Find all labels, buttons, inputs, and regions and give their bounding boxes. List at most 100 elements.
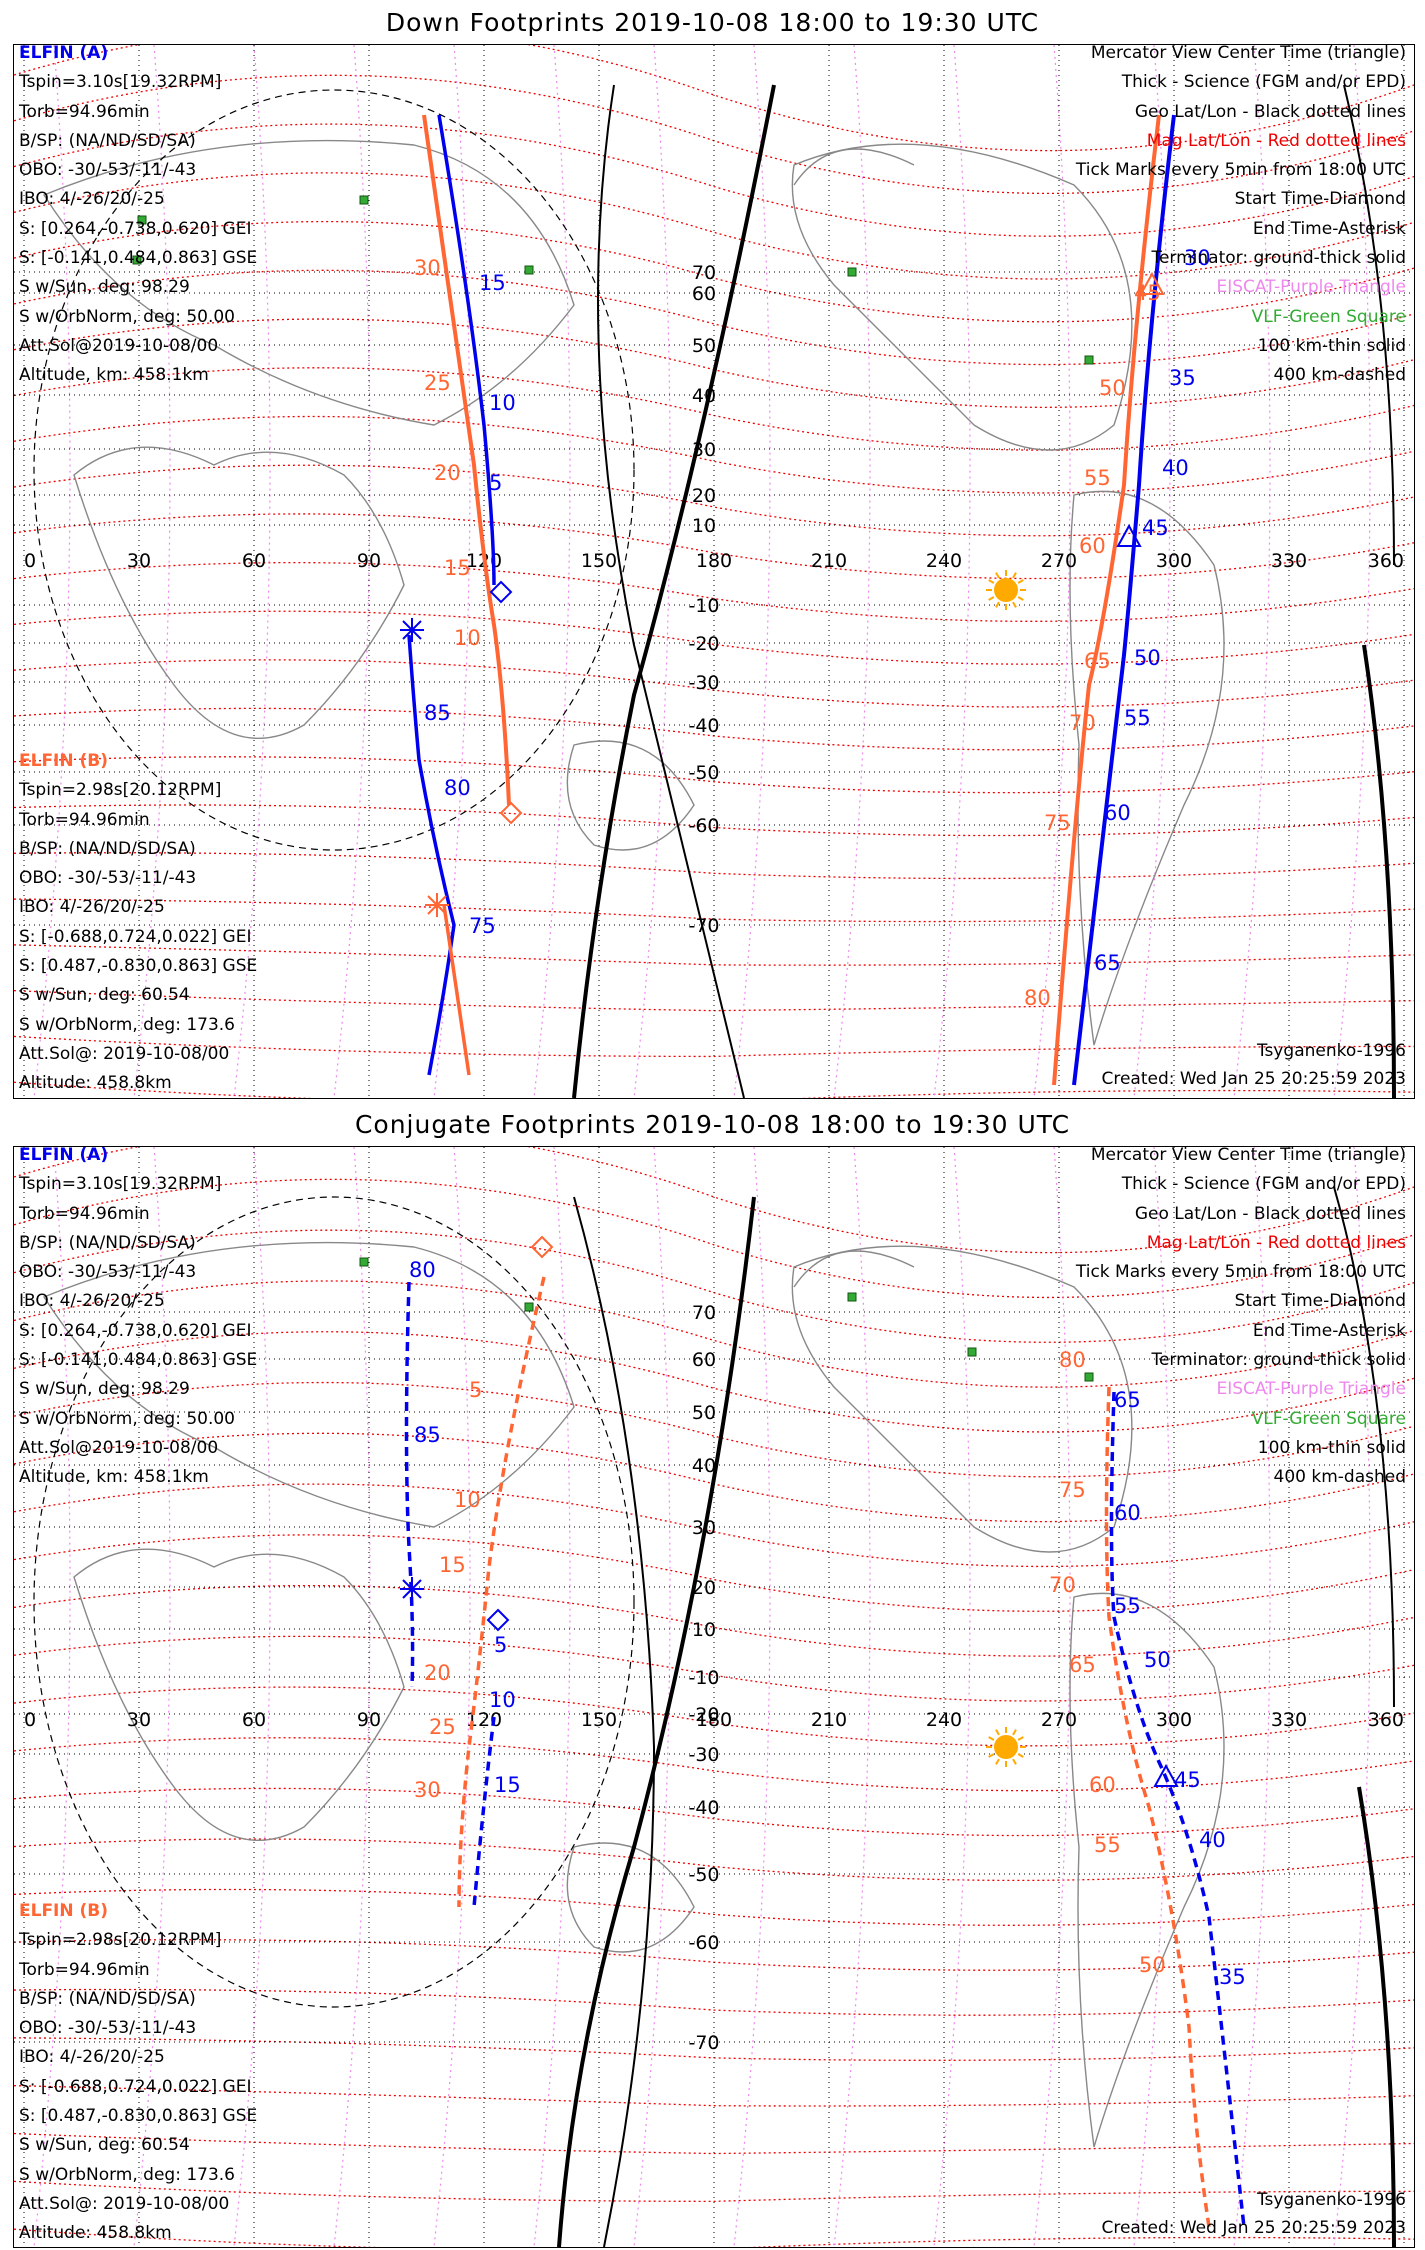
mag-lat-line	[14, 1737, 1414, 1792]
elfin-a-footprint-track	[437, 114, 496, 586]
track-time-tick-label: 35	[1219, 1965, 1246, 1989]
legend-item: Mercator View Center Time (triangle)	[1090, 1146, 1406, 1165]
mag-lon-line	[1333, 1147, 1371, 2247]
lon-tick-label: 330	[1271, 550, 1307, 572]
legend-item: Start Time-Diamond	[1234, 1291, 1406, 1312]
legend-item: 100 km-thin solid	[1257, 1437, 1406, 1458]
start-diamond	[489, 580, 513, 604]
mag-lon-line	[33, 1147, 71, 2247]
map-legend: Mercator View Center Time (triangle) Thi…	[1076, 44, 1406, 391]
elfin-b-footprint-track	[442, 904, 471, 1076]
info-line: S w/OrbNorm, deg: 50.00	[19, 306, 236, 327]
asterisk-stroke	[402, 1579, 422, 1599]
info-line: Torb=94.96min	[19, 101, 150, 122]
info-line: S w/Sun, deg: 98.29	[19, 1379, 190, 1400]
info-line: IBO: 4/-26/20/-25	[19, 897, 165, 918]
mag-lon-line	[433, 1147, 471, 2247]
elfin-a-footprint-track	[404, 1281, 415, 1688]
vlf-square	[1084, 355, 1094, 365]
lon-tick-label: 0	[24, 550, 36, 572]
lon-tick-label: 210	[811, 1709, 847, 1731]
info-line: Tspin=3.10s[19.32RPM]	[19, 72, 222, 93]
sun-ray	[1012, 1729, 1017, 1736]
info-line: B/SP: (NA/ND/SD/SA)	[19, 1988, 196, 2009]
coastline	[793, 148, 915, 186]
terminator-line	[572, 84, 776, 1098]
vlf-square	[359, 1257, 369, 1267]
lat-tick-label: -40	[688, 715, 719, 737]
coastline	[566, 740, 695, 851]
lat-tick-label: 60	[692, 283, 716, 305]
lat-tick-label: -30	[688, 1744, 719, 1766]
elfin-b-footprint-track	[457, 1276, 546, 1908]
track-time-tick-label: 75	[1044, 811, 1071, 835]
mag-lat-line	[14, 1686, 1414, 1747]
lat-tick-label: 20	[692, 1577, 716, 1599]
legend-item: Thick - Science (FGM and/or EPD)	[1121, 1174, 1406, 1195]
info-line: Altitude: 458.8km	[19, 1073, 172, 1094]
sun-disc	[994, 1735, 1018, 1759]
track-time-tick-label: 20	[424, 1661, 451, 1685]
mag-lon-line	[533, 45, 571, 1098]
legend-item: Start Time-Diamond	[1234, 189, 1406, 210]
info-line: S: [-0.688,0.724,0.022] GEI	[19, 2076, 252, 2097]
track-time-tick-label: 15	[479, 271, 506, 295]
legend-item: Mag Lat/Lon - Red dotted lines	[1146, 1232, 1406, 1253]
legend-item: 400 km-dashed	[1273, 1467, 1406, 1488]
created-timestamp: Created: Wed Jan 25 20:25:59 2023	[1101, 1069, 1406, 1089]
lon-tick-label: 270	[1041, 550, 1077, 572]
track-time-tick-label: 65	[1094, 951, 1121, 975]
lat-tick-label: -60	[688, 1932, 719, 1954]
legend-item: Tick Marks every 5min from 18:00 UTC	[1075, 1262, 1406, 1283]
mag-lat-line	[14, 415, 1414, 494]
lon-tick-label: 300	[1156, 1709, 1192, 1731]
mag-lat-line	[14, 561, 1414, 622]
lat-tick-label: 30	[692, 1517, 716, 1539]
sun-ray	[1017, 1753, 1024, 1758]
lon-tick-label: 210	[811, 550, 847, 572]
track-time-tick-label: 25	[424, 371, 451, 395]
info-line: OBO: -30/-53/-11/-43	[19, 2018, 197, 2039]
track-time-tick-label: 80	[444, 776, 471, 800]
track-time-tick-label: 10	[454, 626, 481, 650]
model-label: Tsyganenko-1996	[1256, 1041, 1406, 1061]
track-time-tick-label: 50	[1099, 376, 1126, 400]
info-line: Tspin=2.98s[20.12RPM]	[19, 780, 222, 801]
track-time-tick-label: 55	[1094, 1833, 1121, 1857]
lon-tick-label: 0	[24, 1709, 36, 1731]
terminator-line	[1362, 644, 1396, 1098]
lat-tick-label: -50	[688, 1864, 719, 1886]
info-line: Torb=94.96min	[19, 1959, 150, 1980]
mag-lon-line	[833, 1147, 871, 2247]
lon-tick-label: 150	[581, 550, 617, 572]
track-time-tick-label: 60	[1089, 1773, 1116, 1797]
track-time-tick-label: 65	[1069, 1653, 1096, 1677]
mag-lat-line	[14, 1988, 1414, 2016]
legend-item: VLF-Green Square	[1251, 306, 1406, 327]
lon-tick-label: 30	[127, 1709, 151, 1731]
model-label: Tsyganenko-1996	[1256, 2190, 1406, 2210]
info-line: S w/Sun, deg: 98.29	[19, 277, 190, 298]
track-time-tick-label: 25	[429, 1715, 456, 1739]
coastline	[1069, 1592, 1225, 2148]
vlf-square	[132, 255, 142, 265]
elfin-b-header: ELFIN (B)	[19, 1901, 109, 1921]
info-line: S w/OrbNorm, deg: 173.6	[19, 1014, 236, 1035]
legend-item: Mercator View Center Time (triangle)	[1090, 44, 1406, 63]
track-time-tick-label: 45	[1142, 516, 1169, 540]
elfin-a-footprint-track	[1109, 1391, 1246, 2228]
elfin-a-footprint-track	[472, 1716, 496, 1908]
start-diamond	[530, 1235, 554, 1259]
legend-item: EISCAT-Purple Triangle	[1216, 1379, 1406, 1400]
lat-tick-label: -30	[688, 672, 719, 694]
terminator-line	[557, 1196, 756, 2247]
info-line: B/SP: (NA/ND/SD/SA)	[19, 1232, 196, 1253]
info-line: S w/Sun, deg: 60.54	[19, 985, 190, 1006]
mag-lat-line	[14, 1787, 1414, 1837]
sun-ray	[1017, 579, 1024, 584]
lon-tick-label: 180	[696, 1709, 732, 1731]
info-line: IBO: 4/-26/20/-25	[19, 1291, 165, 1312]
created-timestamp: Created: Wed Jan 25 20:25:59 2023	[1101, 2218, 1406, 2238]
info-line: S: [0.487,-0.830,0.863] GSE	[19, 956, 258, 977]
mag-lon-line	[1133, 1147, 1171, 2247]
